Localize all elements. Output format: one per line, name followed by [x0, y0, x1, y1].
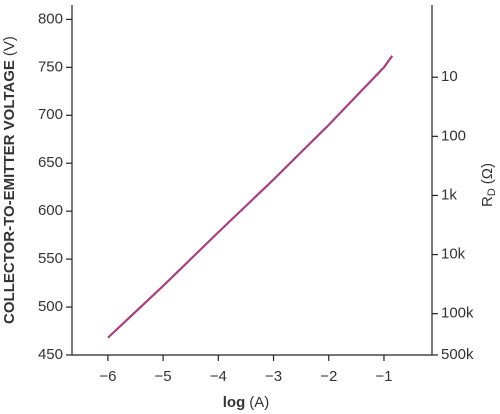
y2-axis-label-unit: (Ω)	[479, 163, 496, 184]
x-axis-label: log (A)	[223, 394, 270, 411]
y2-tick-label: 100	[441, 127, 466, 144]
data-line	[107, 55, 394, 339]
y2-axis-label-main: R	[479, 196, 496, 207]
x-tick-label: −2	[320, 368, 337, 385]
y2-tick-label: 10	[441, 68, 458, 85]
x-tick-label: −6	[99, 368, 116, 385]
x-axis-label-bold: log	[223, 394, 246, 411]
y-tick-label: 450	[38, 346, 63, 363]
y2-axis-label-sub: D	[486, 188, 498, 196]
y-tick-label: 650	[38, 154, 63, 171]
y2-tick-label: 1k	[441, 186, 457, 203]
y2-tick-label: 500k	[441, 346, 474, 363]
y-axis-label-bold: COLLECTOR-TO-EMITTER VOLTAGE	[1, 60, 18, 324]
x-tick-label: −3	[265, 368, 282, 385]
y-tick-label: 750	[38, 58, 63, 75]
y2-axis-label: RD (Ω)	[479, 163, 498, 207]
y-tick-label: 800	[38, 10, 63, 27]
y2-tick-label: 100k	[441, 305, 474, 322]
y2-tick-label: 10k	[441, 246, 466, 263]
y-tick-label: 700	[38, 106, 63, 123]
y-tick-label: 600	[38, 202, 63, 219]
y-tick-label: 550	[38, 250, 63, 267]
y-axis-label: COLLECTOR-TO-EMITTER VOLTAGE (V)	[1, 36, 18, 324]
y-tick-label: 500	[38, 298, 63, 315]
x-tick-label: −4	[210, 368, 227, 385]
y-axis-label-unit: (V)	[1, 36, 18, 56]
x-tick-label: −1	[375, 368, 392, 385]
x-axis-label-unit: (A)	[249, 394, 269, 411]
x-tick-label: −5	[155, 368, 172, 385]
